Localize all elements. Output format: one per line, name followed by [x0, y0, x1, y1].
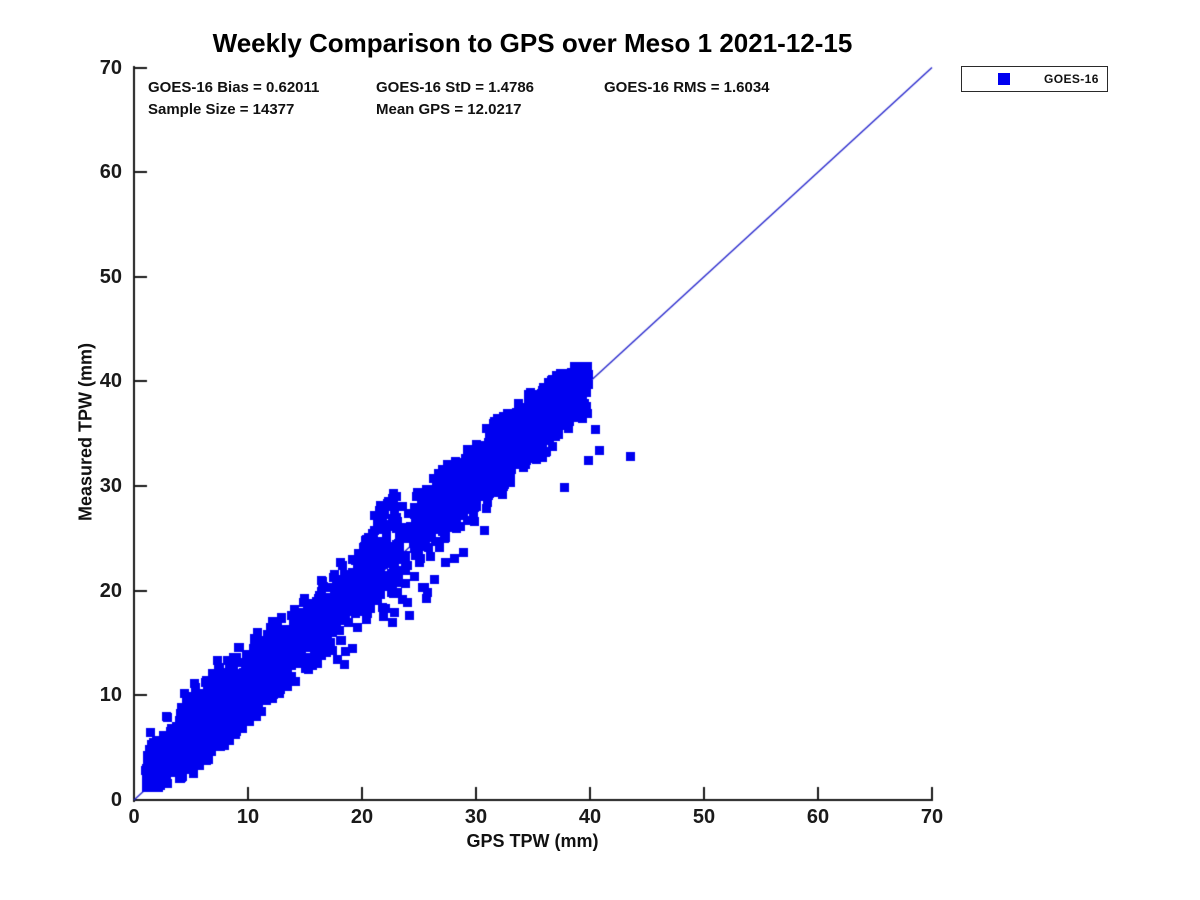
chart-title: Weekly Comparison to GPS over Meso 1 202…: [212, 28, 853, 58]
y-tick-label: 50: [99, 265, 122, 288]
stat-mean-gps: Mean GPS = 12.0217: [376, 101, 522, 118]
stat-std: GOES-16 StD = 1.4786: [376, 79, 534, 96]
x-tick-label: 40: [578, 806, 602, 828]
x-tick-label: 60: [806, 806, 830, 828]
x-tick-label: 20: [350, 806, 374, 828]
y-tick-label: 10: [99, 684, 122, 707]
y-tick-label: 0: [110, 789, 122, 811]
legend-item-label: GOES-16: [1044, 72, 1099, 86]
y-tick-label: 70: [99, 56, 122, 79]
y-tick-label: 60: [99, 161, 122, 184]
legend-square-marker-icon: [998, 73, 1010, 85]
stat-rms: GOES-16 RMS = 1.6034: [604, 79, 770, 96]
y-tick-label: 30: [99, 475, 122, 498]
legend: GOES-16: [961, 66, 1108, 92]
y-tick-label: 40: [99, 370, 122, 393]
y-tick-label: 20: [99, 579, 122, 602]
x-tick-label: 50: [692, 806, 716, 828]
x-tick-label: 30: [464, 806, 488, 828]
x-tick-label: 10: [236, 806, 260, 828]
x-axis-label: GPS TPW (mm): [466, 831, 599, 851]
stat-bias: GOES-16 Bias = 0.62011: [148, 79, 320, 96]
stat-sample-size: Sample Size = 14377: [148, 101, 295, 118]
x-tick-label: 0: [128, 806, 140, 828]
x-tick-label: 70: [920, 806, 944, 828]
